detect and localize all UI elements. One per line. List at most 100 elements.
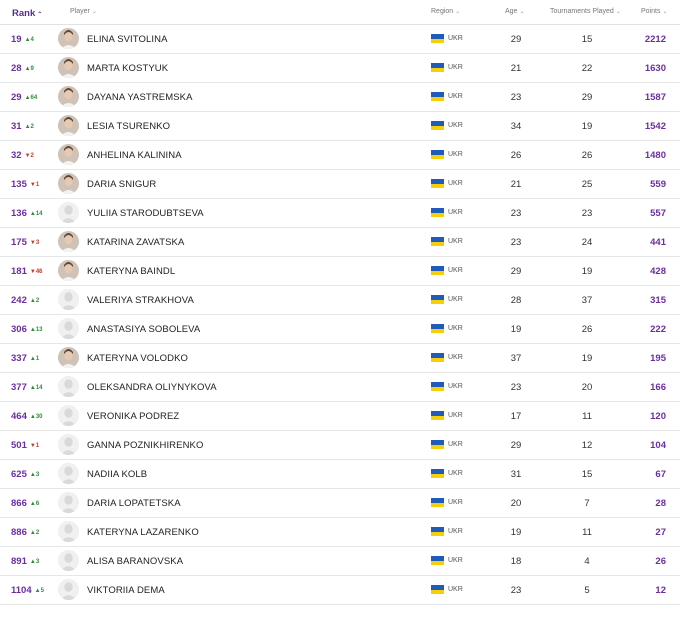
ukraine-flag-icon bbox=[431, 121, 444, 130]
player-placeholder-icon[interactable] bbox=[58, 376, 79, 397]
arrow-up-icon: ▲ bbox=[24, 124, 31, 130]
table-row[interactable]: 28 ▲9 MARTA KOSTYUK UKR 21 22 1630 bbox=[0, 54, 680, 83]
player-name[interactable]: YULIIA STARODUBTSEVA bbox=[87, 208, 204, 219]
table-row[interactable]: 19 ▲4 ELINA SVITOLINA UKR 29 15 2212 bbox=[0, 25, 680, 54]
rank-cell: 31 ▲2 bbox=[11, 121, 34, 132]
player-last-name: LAZARENKO bbox=[140, 527, 199, 538]
player-name[interactable]: ANASTASIYA SOBOLEVA bbox=[87, 324, 200, 335]
table-row[interactable]: 886 ▲2 KATERYNA LAZARENKO UKR 19 11 27 bbox=[0, 518, 680, 547]
player-name[interactable]: KATARINA ZAVATSKA bbox=[87, 237, 184, 248]
table-row[interactable]: 891 ▲3 ALISA BARANOVSKA UKR 18 4 26 bbox=[0, 547, 680, 576]
region-code: UKR bbox=[448, 470, 463, 477]
player-placeholder-icon[interactable] bbox=[58, 202, 79, 223]
player-placeholder-icon[interactable] bbox=[58, 434, 79, 455]
player-placeholder-icon[interactable] bbox=[58, 550, 79, 571]
region-code: UKR bbox=[448, 238, 463, 245]
region-code: UKR bbox=[448, 93, 463, 100]
rank-movement: ▼1 bbox=[30, 443, 39, 449]
player-last-name: ZAVATSKA bbox=[136, 237, 185, 248]
player-name[interactable]: LESIA TSURENKO bbox=[87, 121, 170, 132]
player-photo[interactable] bbox=[58, 28, 79, 49]
player-photo[interactable] bbox=[58, 115, 79, 136]
tournaments-played-value: 11 bbox=[582, 411, 592, 422]
player-name[interactable]: MARTA KOSTYUK bbox=[87, 63, 168, 74]
points-column-header[interactable]: Points ⌄ bbox=[641, 8, 668, 15]
rank-value: 31 bbox=[11, 121, 22, 132]
points-value: 28 bbox=[655, 498, 666, 509]
player-name[interactable]: DAYANA YASTREMSKA bbox=[87, 92, 193, 103]
player-name[interactable]: DARIA SNIGUR bbox=[87, 179, 156, 190]
player-name[interactable]: DARIA LOPATETSKA bbox=[87, 498, 181, 509]
player-placeholder-icon[interactable] bbox=[58, 318, 79, 339]
player-photo[interactable] bbox=[58, 57, 79, 78]
arrow-up-icon: ▲ bbox=[34, 588, 41, 594]
player-name[interactable]: GANNA POZNIKHIRENKO bbox=[87, 440, 203, 451]
player-name[interactable]: OLEKSANDRA OLIYNYKOVA bbox=[87, 382, 217, 393]
player-name[interactable]: VALERIYA STRAKHOVA bbox=[87, 295, 194, 306]
age-value: 28 bbox=[510, 295, 522, 306]
tournaments-played-value: 7 bbox=[584, 498, 590, 509]
player-last-name: KALININA bbox=[137, 150, 182, 161]
table-row[interactable]: 31 ▲2 LESIA TSURENKO UKR 34 19 1542 bbox=[0, 112, 680, 141]
region-code: UKR bbox=[448, 412, 463, 419]
ukraine-flag-icon bbox=[431, 92, 444, 101]
arrow-up-icon: ▲ bbox=[24, 66, 31, 72]
tournaments-column-header[interactable]: Tournaments Played ⌄ bbox=[550, 8, 621, 15]
player-photo[interactable] bbox=[58, 347, 79, 368]
table-row[interactable]: 625 ▲3 NADIIA KOLB UKR 31 15 67 bbox=[0, 460, 680, 489]
table-row[interactable]: 464 ▲30 VERONIKA PODREZ UKR 17 11 120 bbox=[0, 402, 680, 431]
rank-cell: 464 ▲30 bbox=[11, 411, 43, 422]
player-first-name: KATERYNA bbox=[87, 353, 138, 364]
player-photo[interactable] bbox=[58, 144, 79, 165]
table-row[interactable]: 175 ▼3 KATARINA ZAVATSKA UKR 23 24 441 bbox=[0, 228, 680, 257]
table-row[interactable]: 135 ▼1 DARIA SNIGUR UKR 21 25 559 bbox=[0, 170, 680, 199]
table-row[interactable]: 181 ▼46 KATERYNA BAINDL UKR 29 19 428 bbox=[0, 257, 680, 286]
player-name[interactable]: KATERYNA VOLODKO bbox=[87, 353, 188, 364]
player-name[interactable]: KATERYNA BAINDL bbox=[87, 266, 175, 277]
player-name[interactable]: ELINA SVITOLINA bbox=[87, 34, 168, 45]
player-placeholder-icon[interactable] bbox=[58, 463, 79, 484]
table-row[interactable]: 501 ▼1 GANNA POZNIKHIRENKO UKR 29 12 104 bbox=[0, 431, 680, 460]
table-row[interactable]: 337 ▲1 KATERYNA VOLODKO UKR 37 19 195 bbox=[0, 344, 680, 373]
tournaments-played-value: 26 bbox=[581, 150, 593, 161]
table-row[interactable]: 242 ▲2 VALERIYA STRAKHOVA UKR 28 37 315 bbox=[0, 286, 680, 315]
region-code: UKR bbox=[448, 354, 463, 361]
player-placeholder-icon[interactable] bbox=[58, 289, 79, 310]
table-row[interactable]: 29 ▲64 DAYANA YASTREMSKA UKR 23 29 1587 bbox=[0, 83, 680, 112]
player-name[interactable]: VERONIKA PODREZ bbox=[87, 411, 179, 422]
player-first-name: YULIIA bbox=[87, 208, 118, 219]
age-column-header[interactable]: Age ⌄ bbox=[505, 8, 525, 15]
region-code: UKR bbox=[448, 499, 463, 506]
rank-movement: ▲14 bbox=[30, 385, 43, 391]
table-row[interactable]: 136 ▲14 YULIIA STARODUBTSEVA UKR 23 23 557 bbox=[0, 199, 680, 228]
player-name[interactable]: ALISA BARANOVSKA bbox=[87, 556, 183, 567]
table-row[interactable]: 1104 ▲5 VIKTORIIA DEMA UKR 23 5 12 bbox=[0, 576, 680, 605]
table-row[interactable]: 32 ▼2 ANHELINA KALININA UKR 26 26 1480 bbox=[0, 141, 680, 170]
player-column-header[interactable]: Player ⌄ bbox=[70, 8, 97, 15]
player-name[interactable]: KATERYNA LAZARENKO bbox=[87, 527, 199, 538]
player-name[interactable]: ANHELINA KALININA bbox=[87, 150, 182, 161]
player-name[interactable]: NADIIA KOLB bbox=[87, 469, 147, 480]
rank-value: 337 bbox=[11, 353, 27, 364]
rank-value: 377 bbox=[11, 382, 27, 393]
player-photo[interactable] bbox=[58, 260, 79, 281]
rank-movement-value: 4 bbox=[30, 37, 34, 43]
rank-movement: ▲5 bbox=[35, 588, 44, 594]
player-placeholder-icon[interactable] bbox=[58, 579, 79, 600]
points-value: 1630 bbox=[644, 63, 666, 74]
age-value: 29 bbox=[510, 266, 522, 277]
player-placeholder-icon[interactable] bbox=[58, 521, 79, 542]
ukraine-flag-icon bbox=[431, 179, 444, 188]
region-column-header[interactable]: Region ⌄ bbox=[431, 8, 460, 15]
player-photo[interactable] bbox=[58, 173, 79, 194]
rank-column-header[interactable]: Rank ⌃ bbox=[12, 8, 42, 19]
table-row[interactable]: 866 ▲6 DARIA LOPATETSKA UKR 20 7 28 bbox=[0, 489, 680, 518]
rank-value: 625 bbox=[11, 469, 27, 480]
table-row[interactable]: 306 ▲13 ANASTASIYA SOBOLEVA UKR 19 26 222 bbox=[0, 315, 680, 344]
player-placeholder-icon[interactable] bbox=[58, 492, 79, 513]
player-photo[interactable] bbox=[58, 86, 79, 107]
player-photo[interactable] bbox=[58, 231, 79, 252]
player-placeholder-icon[interactable] bbox=[58, 405, 79, 426]
table-row[interactable]: 377 ▲14 OLEKSANDRA OLIYNYKOVA UKR 23 20 166 bbox=[0, 373, 680, 402]
player-name[interactable]: VIKTORIIA DEMA bbox=[87, 585, 165, 596]
